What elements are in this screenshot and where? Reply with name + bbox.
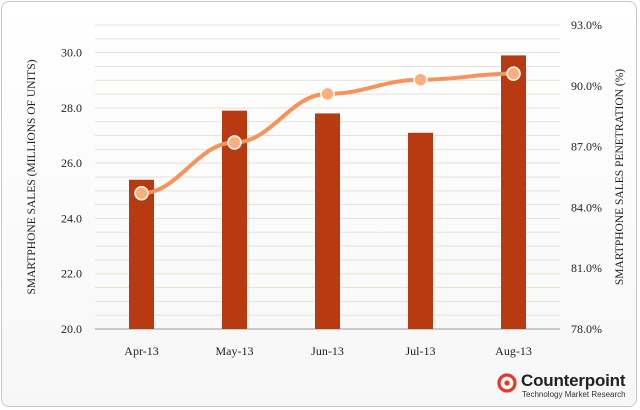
bar-series	[129, 55, 526, 330]
line-series	[134, 66, 521, 201]
y-left-tick-label: 20.0	[61, 322, 82, 336]
bar-jul-13	[408, 132, 433, 329]
y-left-tick-label: 24.0	[61, 211, 82, 225]
bar-jun-13	[315, 113, 340, 329]
y-left-tick-label: 22.0	[61, 267, 82, 281]
y-right-tick-label: 90.0%	[571, 79, 602, 93]
x-tick-label: Jul-13	[406, 344, 436, 358]
bar-aug-13	[501, 55, 526, 330]
penetration-point-jul-13	[413, 72, 428, 87]
counterpoint-logo: Counterpoint Technology Market Research	[497, 371, 633, 403]
x-tick-label: Apr-13	[124, 344, 158, 358]
y-left-axis-title: SMARTPHONE SALES (MILLIONS OF UNITS)	[26, 59, 38, 294]
penetration-point-apr-13	[134, 185, 149, 201]
y-left-tick-label: 28.0	[61, 101, 82, 115]
penetration-point-may-13	[227, 135, 242, 150]
brand-name: Counterpoint	[521, 371, 626, 390]
penetration-point-jun-13	[320, 86, 335, 102]
y-right-tick-label: 78.0%	[571, 322, 602, 336]
brand-tagline: Technology Market Research	[522, 390, 626, 399]
y-right-tick-label: 81.0%	[571, 261, 602, 275]
bar-apr-13	[129, 179, 154, 329]
x-tick-label: Jun-13	[311, 344, 344, 358]
y-right-axis-title: SMARTPHONE SALES PENETRATION (%)	[614, 69, 626, 285]
y-left-tick-label: 30.0	[61, 46, 82, 60]
y-right-tick-label: 87.0%	[571, 140, 602, 154]
y-right-tick-label: 93.0%	[571, 18, 602, 32]
counterpoint-logo-icon	[497, 373, 517, 393]
x-tick-label: Aug-13	[495, 344, 532, 358]
penetration-point-aug-13	[506, 66, 521, 81]
y-right-tick-label: 84.0%	[571, 200, 602, 214]
penetration-line	[139, 71, 516, 196]
x-tick-label: May-13	[216, 344, 254, 358]
axis-labels: 20.0 22.0 24.0 26.0 28.0 30.0 78.0% 81.0% 84.0% 8…	[26, 18, 626, 358]
y-left-tick-label: 26.0	[61, 156, 82, 170]
